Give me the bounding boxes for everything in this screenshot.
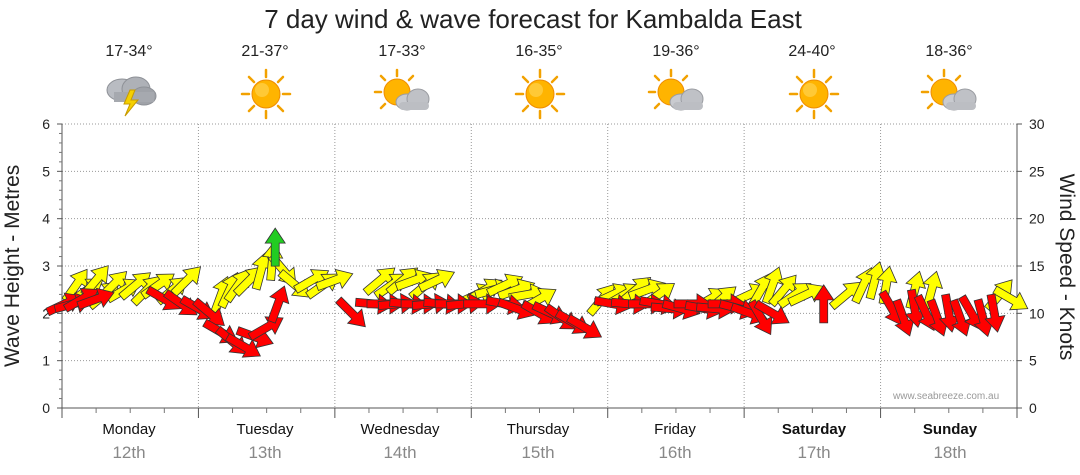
y-right-tick-label: 25 xyxy=(1029,163,1045,179)
date-label-thursday: 15th xyxy=(521,443,555,462)
date-label-monday: 12th xyxy=(112,443,146,462)
wind-arrow xyxy=(315,268,354,291)
wind-arrow xyxy=(747,299,773,336)
chart-grid xyxy=(62,123,1017,408)
temp-wednesday: 17-33° xyxy=(378,43,426,60)
wind-arrow xyxy=(170,266,202,298)
y-left-tick-label: 2 xyxy=(42,305,50,321)
day-label-saturday: Saturday xyxy=(781,421,847,438)
sun-icon xyxy=(240,68,292,120)
sun-icon xyxy=(514,68,566,120)
partly-cloudy-icon xyxy=(373,68,430,111)
day-label-sunday: Sunday xyxy=(922,421,978,438)
y-left-tick-label: 3 xyxy=(42,258,50,274)
wind-arrow xyxy=(984,293,1006,333)
date-label-sunday: 18th xyxy=(933,443,967,462)
y-right-tick-label: 5 xyxy=(1029,353,1037,369)
day-label-friday: Friday xyxy=(654,421,696,438)
storm-cloud-icon xyxy=(106,76,157,117)
wind-arrows xyxy=(45,227,1029,358)
chart-title: 7 day wind & wave forecast for Kambalda … xyxy=(264,4,802,34)
day-label-tuesday: Tuesday xyxy=(236,421,294,438)
y-left-tick-label: 5 xyxy=(42,163,50,179)
wind-arrow xyxy=(992,285,1029,311)
wind-arrow xyxy=(267,285,290,324)
y-axis-left-title: Wave Height - Metres xyxy=(1,164,24,367)
y-left-tick-label: 0 xyxy=(42,400,50,416)
partly-cloudy-icon xyxy=(920,68,977,111)
wind-arrow xyxy=(565,313,603,339)
temp-monday: 17-34° xyxy=(105,43,153,60)
y-axis-right-title: Wind Speed - Knots xyxy=(1055,173,1078,361)
temp-thursday: 16-35° xyxy=(515,43,563,60)
date-label-tuesday: 13th xyxy=(248,443,282,462)
y-right-tick-label: 15 xyxy=(1029,258,1045,274)
y-right-tick-label: 0 xyxy=(1029,400,1037,416)
wind-arrow xyxy=(865,261,887,301)
wind-arrow xyxy=(904,288,926,329)
wind-arrow xyxy=(938,293,961,333)
wind-arrow xyxy=(417,268,456,293)
wind-arrow xyxy=(753,299,790,325)
date-label-friday: 16th xyxy=(658,443,692,462)
day-label-thursday: Thursday xyxy=(506,421,570,438)
date-label-saturday: 17th xyxy=(797,443,831,462)
wind-arrow xyxy=(224,332,261,358)
y-left-tick-label: 6 xyxy=(42,116,50,132)
y-right-tick-label: 20 xyxy=(1029,211,1045,227)
temp-tuesday: 21-37° xyxy=(241,43,289,60)
partly-cloudy-icon xyxy=(647,68,704,111)
date-label-wednesday: 14th xyxy=(383,443,417,462)
wind-arrow xyxy=(812,284,835,324)
temp-friday: 19-36° xyxy=(652,43,700,60)
temp-saturday: 24-40° xyxy=(788,43,836,60)
y-left-tick-label: 4 xyxy=(42,211,50,227)
wind-arrow xyxy=(76,287,115,310)
chart-ticks: 0 1 2 3 4 5 6 0 5 10 15 20 25 30 xyxy=(42,116,1045,418)
wind-arrow xyxy=(892,298,915,337)
y-right-tick-label: 10 xyxy=(1029,305,1045,321)
y-right-tick-label: 30 xyxy=(1029,116,1045,132)
day-label-wednesday: Wednesday xyxy=(360,421,440,438)
watermark: www.seabreeze.com.au xyxy=(893,391,1000,402)
temp-sunday: 18-36° xyxy=(925,43,973,60)
wind-arrow xyxy=(949,298,972,337)
wind-arrow xyxy=(335,296,366,328)
wind-arrow xyxy=(264,227,286,267)
y-left-tick-label: 1 xyxy=(42,353,50,369)
day-label-monday: Monday xyxy=(102,421,156,438)
sun-icon xyxy=(788,68,840,120)
